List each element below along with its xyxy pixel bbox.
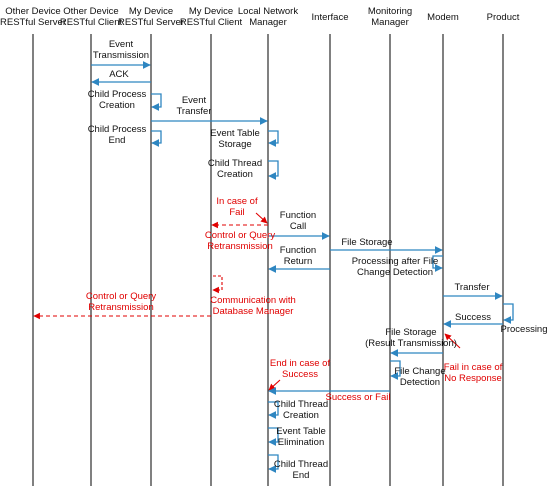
participant-other-device-client: Other Device RESTful Client <box>60 6 123 28</box>
label-event-table-elimination: Event Table Elimination <box>276 426 325 448</box>
label-function-call: Function Call <box>280 210 316 232</box>
label-file-storage-result: File Storage (Result Transmission) <box>365 327 457 349</box>
arrow-child-thread-creation-2 <box>268 401 279 419</box>
lifelines <box>32 34 504 486</box>
message-labels: Event Transmission ACK Child Process Creat… <box>86 39 548 481</box>
arrow-fail-no-response <box>444 333 461 349</box>
label-control-query-retransmission-1: Control or Query Retransmission <box>205 230 275 252</box>
arrow-child-process-creation <box>151 93 162 111</box>
participant-interface: Interface <box>312 12 349 23</box>
participant-headers: Other Device RESTful Server Other Device R… <box>0 6 520 28</box>
label-child-process-creation: Child Process Creation <box>88 89 147 111</box>
label-event-table-storage: Event Table Storage <box>210 128 259 150</box>
arrow-file-change-detection <box>390 360 401 380</box>
label-transfer: Transfer <box>454 282 489 293</box>
label-processing: Processing <box>501 324 548 335</box>
label-file-change-detection: File Change Detection <box>394 366 445 388</box>
label-child-thread-creation-1: Child Thread Creation <box>208 158 262 180</box>
arrow-end-success <box>268 379 281 391</box>
label-child-thread-creation-2: Child Thread Creation <box>274 399 328 421</box>
label-fail-no-response: Fail in case of No Response <box>444 362 503 384</box>
label-child-process-end: Child Process End <box>88 124 147 146</box>
label-file-storage: File Storage <box>341 237 392 248</box>
label-child-thread-end: Child Thread End <box>274 459 328 481</box>
label-event-transmission: Event Transmission <box>93 39 149 61</box>
arrow-db-loop <box>212 275 223 294</box>
arrow-child-thread-creation-1 <box>268 160 279 180</box>
label-in-case-of-fail: In case of Fail <box>216 196 258 218</box>
arrow-event-table-elimination <box>268 427 279 446</box>
label-ack: ACK <box>109 69 129 80</box>
participant-my-device-server: My Device RESTful Server <box>118 6 184 28</box>
arrow-processing <box>503 303 514 324</box>
label-processing-after-file-change: Processing after File Change Detection <box>352 256 439 278</box>
participant-my-device-client: My Device RESTful Client <box>180 6 243 28</box>
label-end-in-case-of-success: End in case of Success <box>270 358 331 380</box>
arrow-child-process-end <box>151 130 162 147</box>
participant-modem: Modem <box>427 12 459 23</box>
label-function-return: Function Return <box>280 245 316 267</box>
participant-product: Product <box>487 12 520 23</box>
label-success: Success <box>455 312 491 323</box>
participant-monitoring-manager: Monitoring Manager <box>368 6 412 28</box>
label-event-transfer: Event Transfer <box>176 95 211 117</box>
arrow-event-table-storage <box>268 130 279 147</box>
label-success-or-fail: Success or Fail <box>326 392 391 403</box>
arrow-processing-after-file-change <box>432 255 443 272</box>
participant-local-network-manager: Local Network Manager <box>238 6 298 28</box>
messages <box>33 61 514 473</box>
participant-other-device-server: Other Device RESTful Server <box>0 6 66 28</box>
label-communication-with-db: Communication with Database Manager <box>210 295 296 317</box>
arrow-child-thread-end <box>268 454 279 473</box>
label-control-query-retransmission-2: Control or Query Retransmission <box>86 291 156 313</box>
arrow-in-case-of-fail <box>255 212 268 224</box>
